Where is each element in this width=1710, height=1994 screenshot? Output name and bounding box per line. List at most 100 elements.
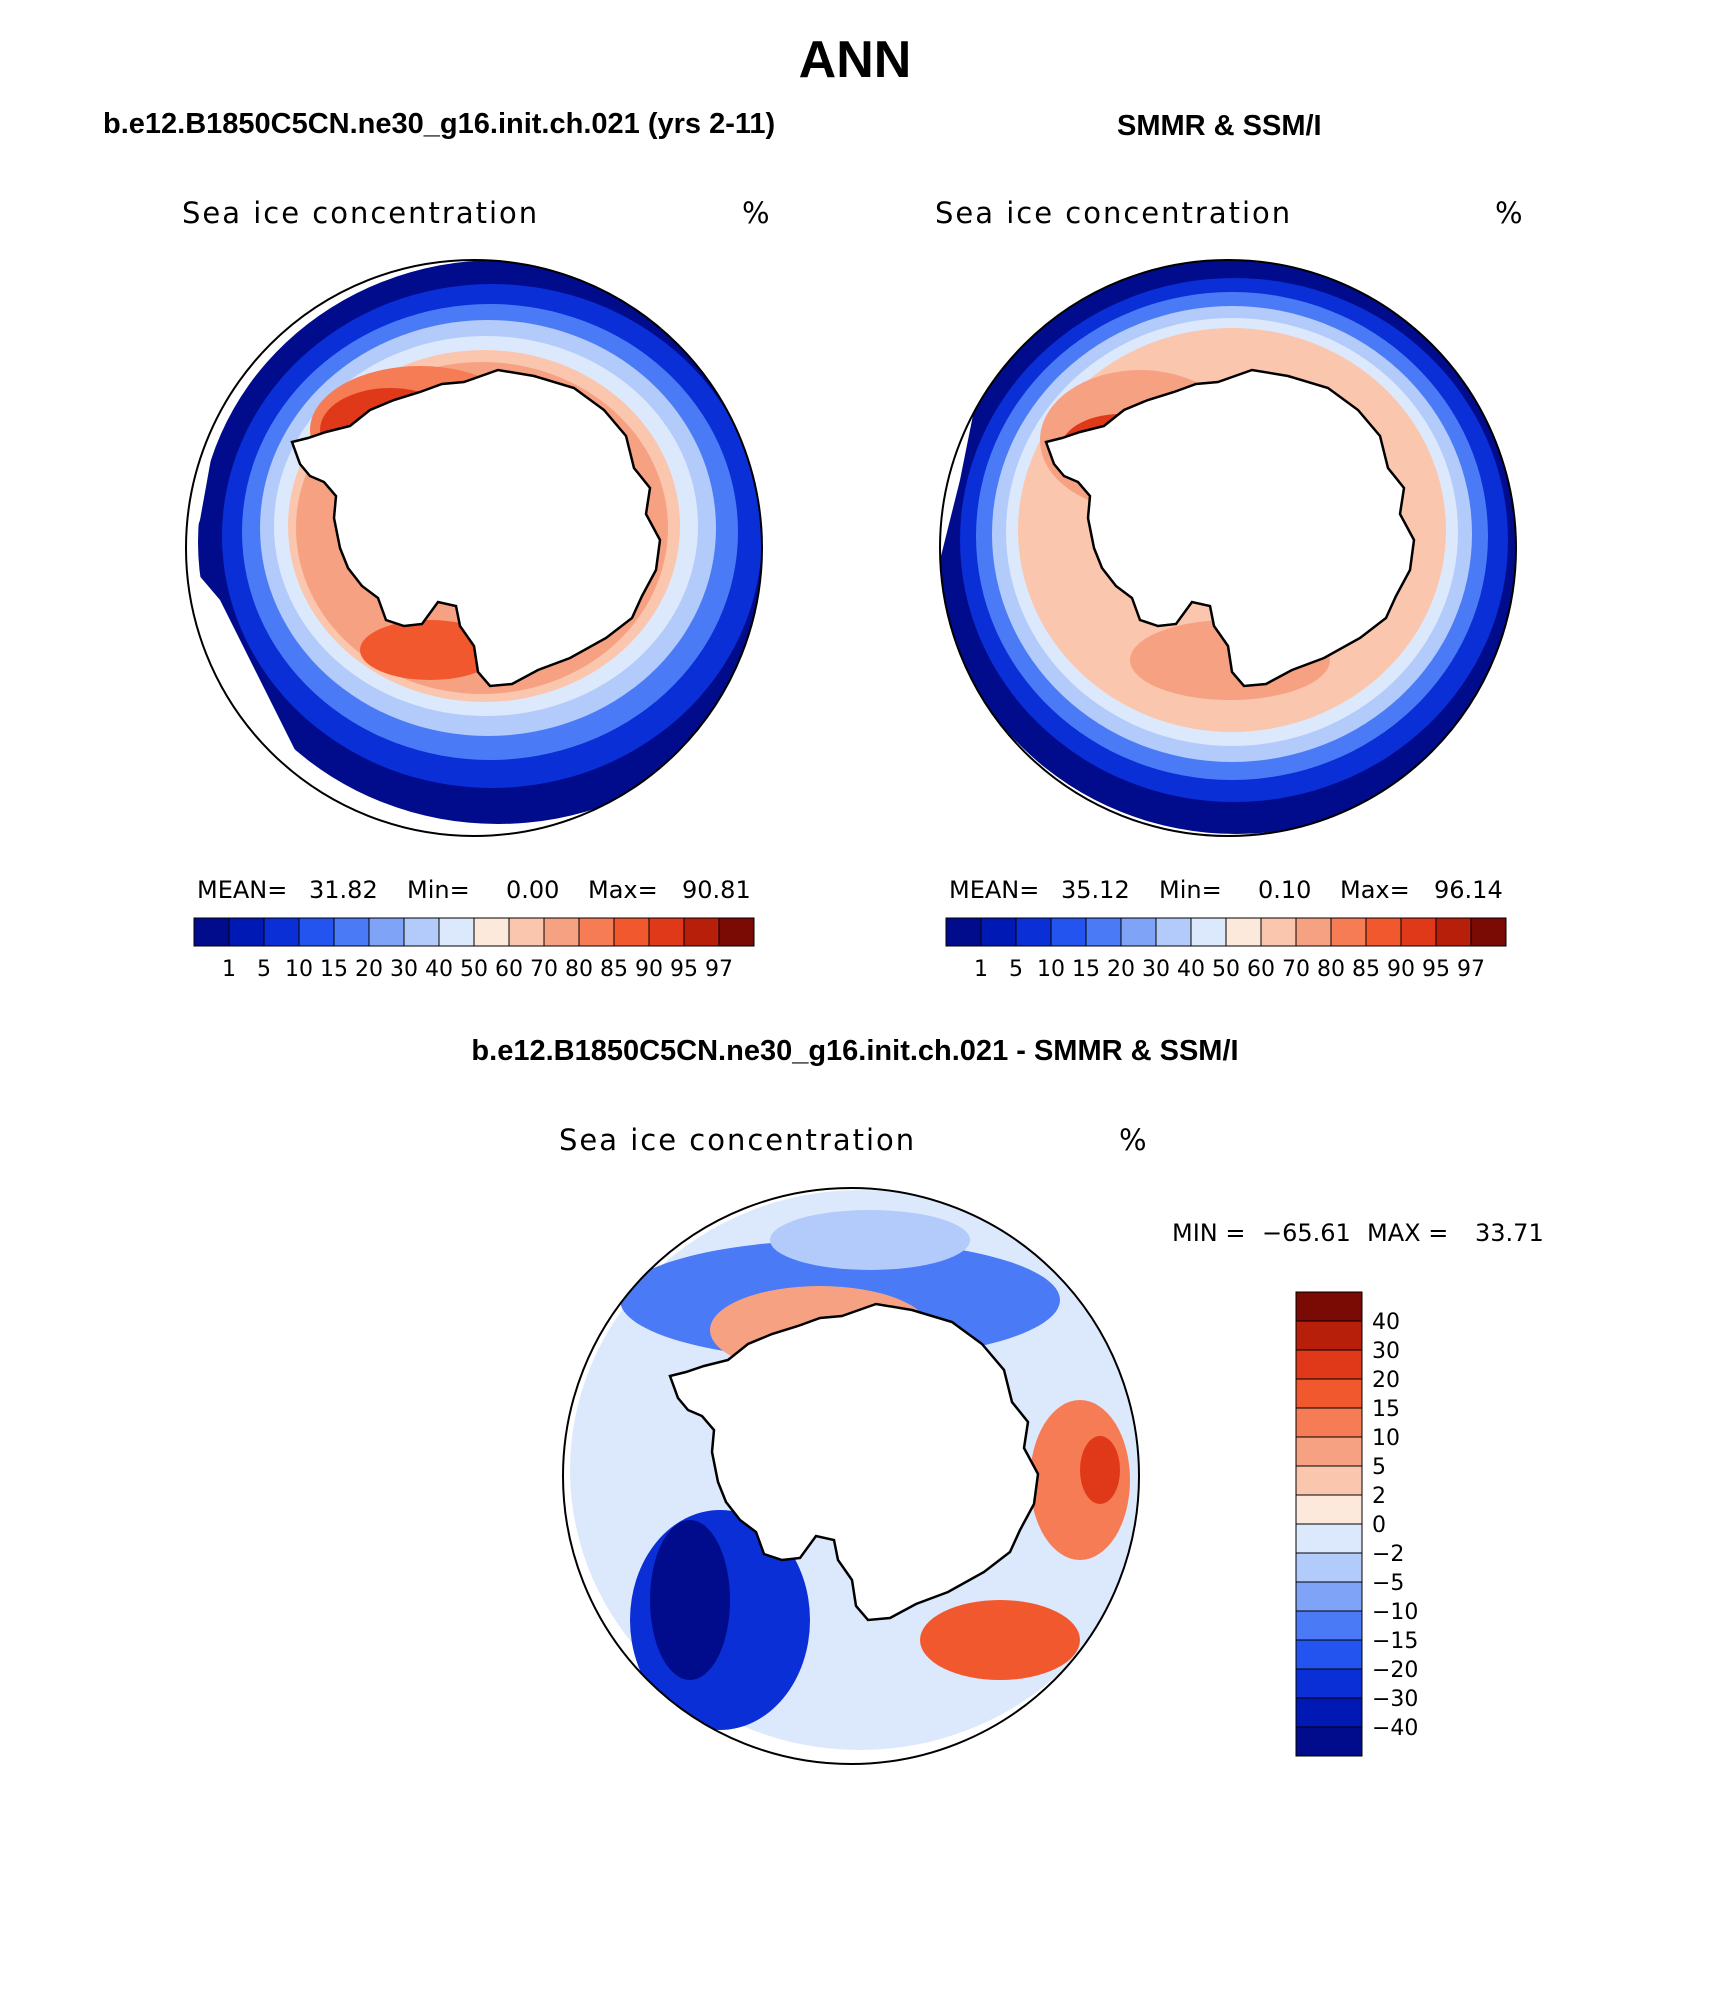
right-colorbar-tick-label: 70: [1282, 957, 1310, 982]
difference-colorbar-swatch: [1295, 1523, 1363, 1554]
right-colorbar-tick-label: 40: [1177, 957, 1205, 982]
left-colorbar-tick-label: 90: [635, 957, 663, 982]
difference-colorbar-tick-label: 40: [1372, 1310, 1400, 1335]
left-max-value: 90.81: [682, 876, 751, 904]
left-colorbar-swatch: [333, 917, 370, 947]
right-colorbar-swatch: [980, 917, 1017, 947]
left-variable-label: Sea ice concentration: [182, 196, 540, 230]
right-units-label: %: [1495, 196, 1525, 230]
difference-colorbar-tick-label: 0: [1372, 1513, 1386, 1538]
difference-map: [562, 1187, 1140, 1765]
left-mean-label: MEAN=: [197, 876, 288, 904]
left-colorbar: 1 5 10 15 20 30 40 50 60 70 80 85 90 95 97: [193, 917, 755, 982]
left-colorbar-tick-label: 70: [530, 957, 558, 982]
difference-colorbar-swatch: [1295, 1320, 1363, 1351]
right-colorbar-tick-label: 90: [1387, 957, 1415, 982]
difference-panel-title: b.e12.B1850C5CN.ne30_g16.init.ch.021 - S…: [471, 1035, 1239, 1067]
difference-colorbar-tick-label: 20: [1372, 1368, 1400, 1393]
right-colorbar-swatch: [1190, 917, 1227, 947]
left-colorbar-swatch: [228, 917, 265, 947]
left-colorbar-swatch: [648, 917, 685, 947]
difference-colorbar-swatch: [1295, 1581, 1363, 1612]
figure-title: ANN: [798, 31, 912, 89]
left-colorbar-tick-label: 10: [285, 957, 313, 982]
right-colorbar-swatch: [1120, 917, 1157, 947]
left-colorbar-swatch: [543, 917, 580, 947]
left-colorbar-tick-label: 5: [257, 957, 271, 982]
left-colorbar-tick-label: 85: [600, 957, 628, 982]
left-colorbar-tick-label: 60: [495, 957, 523, 982]
right-mean-label: MEAN=: [949, 876, 1040, 904]
left-colorbar-tick-label: 50: [460, 957, 488, 982]
right-variable-label: Sea ice concentration: [935, 196, 1293, 230]
right-colorbar-tick-label: 85: [1352, 957, 1380, 982]
right-colorbar-swatch: [1295, 917, 1332, 947]
left-colorbar-swatch: [368, 917, 405, 947]
difference-colorbar-tick-label: 2: [1372, 1484, 1386, 1509]
right-panel-title: SMMR & SSM/I: [1117, 110, 1322, 142]
difference-map-field: [563, 1188, 1139, 1764]
difference-colorbar-swatch: [1295, 1291, 1363, 1322]
diff-max-value: 33.71: [1475, 1219, 1544, 1247]
difference-colorbar-tick-label: −20: [1372, 1658, 1418, 1683]
difference-colorbar-swatch: [1295, 1697, 1363, 1728]
left-colorbar-swatch: [473, 917, 510, 947]
difference-colorbar-swatch: [1295, 1465, 1363, 1496]
left-colorbar-swatch: [718, 917, 755, 947]
left-max-label: Max=: [588, 876, 658, 904]
difference-colorbar-tick-label: −40: [1372, 1716, 1418, 1741]
difference-colorbar-tick-label: −2: [1372, 1542, 1404, 1567]
difference-colorbar-swatch: [1295, 1639, 1363, 1670]
difference-colorbar-tick-label: 30: [1372, 1339, 1400, 1364]
difference-colorbar-swatch: [1295, 1726, 1363, 1757]
right-colorbar-tick-label: 1: [974, 957, 988, 982]
right-colorbar-tick-label: 60: [1247, 957, 1275, 982]
right-colorbar-tick-label: 10: [1037, 957, 1065, 982]
diff-min-label: MIN =: [1172, 1219, 1246, 1247]
right-colorbar-tick-label: 80: [1317, 957, 1345, 982]
right-colorbar-swatch: [945, 917, 982, 947]
diff-max-label: MAX =: [1367, 1219, 1449, 1247]
diff-variable-label: Sea ice concentration: [559, 1123, 917, 1157]
difference-colorbar-swatch: [1295, 1349, 1363, 1380]
left-colorbar-tick-label: 95: [670, 957, 698, 982]
right-colorbar-swatch: [1050, 917, 1087, 947]
right-colorbar: 1 5 10 15 20 30 40 50 60 70 80 85 90 95 97: [945, 917, 1507, 982]
left-colorbar-tick-label: 97: [705, 957, 733, 982]
right-colorbar-swatch: [1400, 917, 1437, 947]
left-colorbar-swatch: [438, 917, 475, 947]
right-colorbar-swatch: [1435, 917, 1472, 947]
difference-colorbar-swatch: [1295, 1610, 1363, 1641]
right-colorbar-tick-label: 30: [1142, 957, 1170, 982]
right-map: [939, 259, 1517, 837]
difference-colorbar-swatch: [1295, 1378, 1363, 1409]
left-colorbar-swatch: [193, 917, 230, 947]
right-colorbar-swatch: [1365, 917, 1402, 947]
right-colorbar-tick-label: 50: [1212, 957, 1240, 982]
left-colorbar-tick-label: 80: [565, 957, 593, 982]
right-colorbar-swatch: [1155, 917, 1192, 947]
right-max-label: Max=: [1340, 876, 1410, 904]
difference-colorbar-swatch: [1295, 1494, 1363, 1525]
left-colorbar-swatch: [263, 917, 300, 947]
right-colorbar-swatch: [1330, 917, 1367, 947]
right-max-value: 96.14: [1434, 876, 1503, 904]
left-map-field: [186, 260, 762, 836]
left-mean-value: 31.82: [309, 876, 378, 904]
right-min-value: 0.10: [1258, 876, 1312, 904]
left-colorbar-tick-label: 15: [320, 957, 348, 982]
difference-colorbar-swatch: [1295, 1552, 1363, 1583]
right-map-field: [940, 260, 1516, 836]
diff-units-label: %: [1119, 1123, 1149, 1157]
difference-colorbar-tick-label: 15: [1372, 1397, 1400, 1422]
left-colorbar-tick-label: 1: [222, 957, 236, 982]
right-mean-value: 35.12: [1061, 876, 1130, 904]
difference-colorbar-tick-label: 5: [1372, 1455, 1386, 1480]
right-colorbar-tick-label: 97: [1457, 957, 1485, 982]
left-panel-title: b.e12.B1850C5CN.ne30_g16.init.ch.021 (yr…: [103, 108, 776, 140]
diff-min-value: −65.61: [1262, 1219, 1351, 1247]
left-colorbar-tick-label: 30: [390, 957, 418, 982]
right-colorbar-tick-label: 5: [1009, 957, 1023, 982]
